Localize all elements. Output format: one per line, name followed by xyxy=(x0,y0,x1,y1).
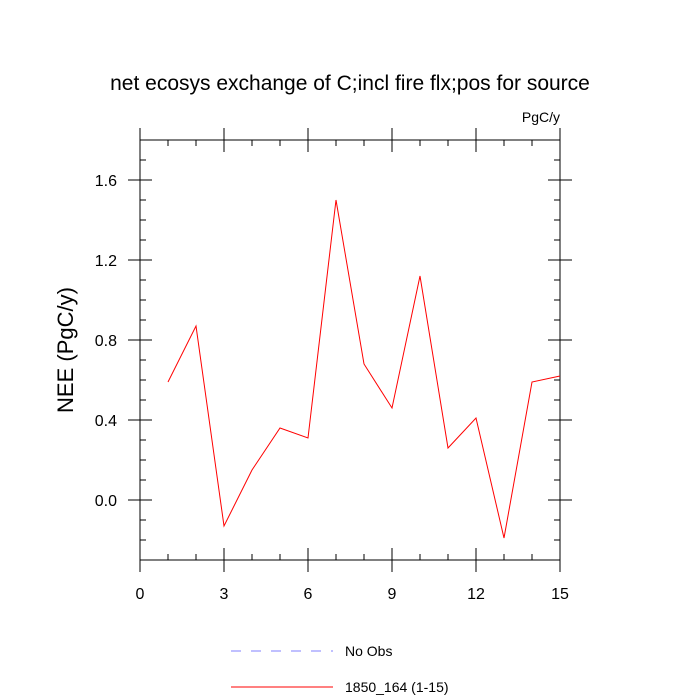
y-tick-label: 1.2 xyxy=(95,253,117,270)
x-tick-label: 0 xyxy=(136,586,145,603)
x-tick-label: 12 xyxy=(467,586,485,603)
y-tick-label: 0.8 xyxy=(95,333,117,350)
y-tick-label: 1.6 xyxy=(95,173,117,190)
x-tick-labels: 0 3 6 9 12 15 xyxy=(136,586,569,603)
chart-title: net ecosys exchange of C;incl fire flx;p… xyxy=(110,72,590,95)
x-tick-label: 9 xyxy=(388,586,397,603)
plot-frame xyxy=(139,139,561,561)
units-label: PgC/y xyxy=(522,109,560,125)
x-tick-label: 15 xyxy=(551,586,569,603)
x-tick-label: 6 xyxy=(304,586,313,603)
legend-label: No Obs xyxy=(345,643,392,659)
y-tick-labels: 0.0 0.4 0.8 1.2 1.6 xyxy=(95,173,117,510)
legend: No Obs 1850_164 (1-15) xyxy=(231,643,449,695)
series-line xyxy=(167,199,561,539)
axis-ticks xyxy=(128,128,572,572)
legend-label: 1850_164 (1-15) xyxy=(345,679,449,695)
x-tick-label: 3 xyxy=(220,586,229,603)
y-tick-label: 0.4 xyxy=(95,413,117,430)
series-group xyxy=(167,199,561,539)
y-tick-label: 0.0 xyxy=(95,493,117,510)
y-axis-title: NEE (PgC/y) xyxy=(53,287,78,413)
